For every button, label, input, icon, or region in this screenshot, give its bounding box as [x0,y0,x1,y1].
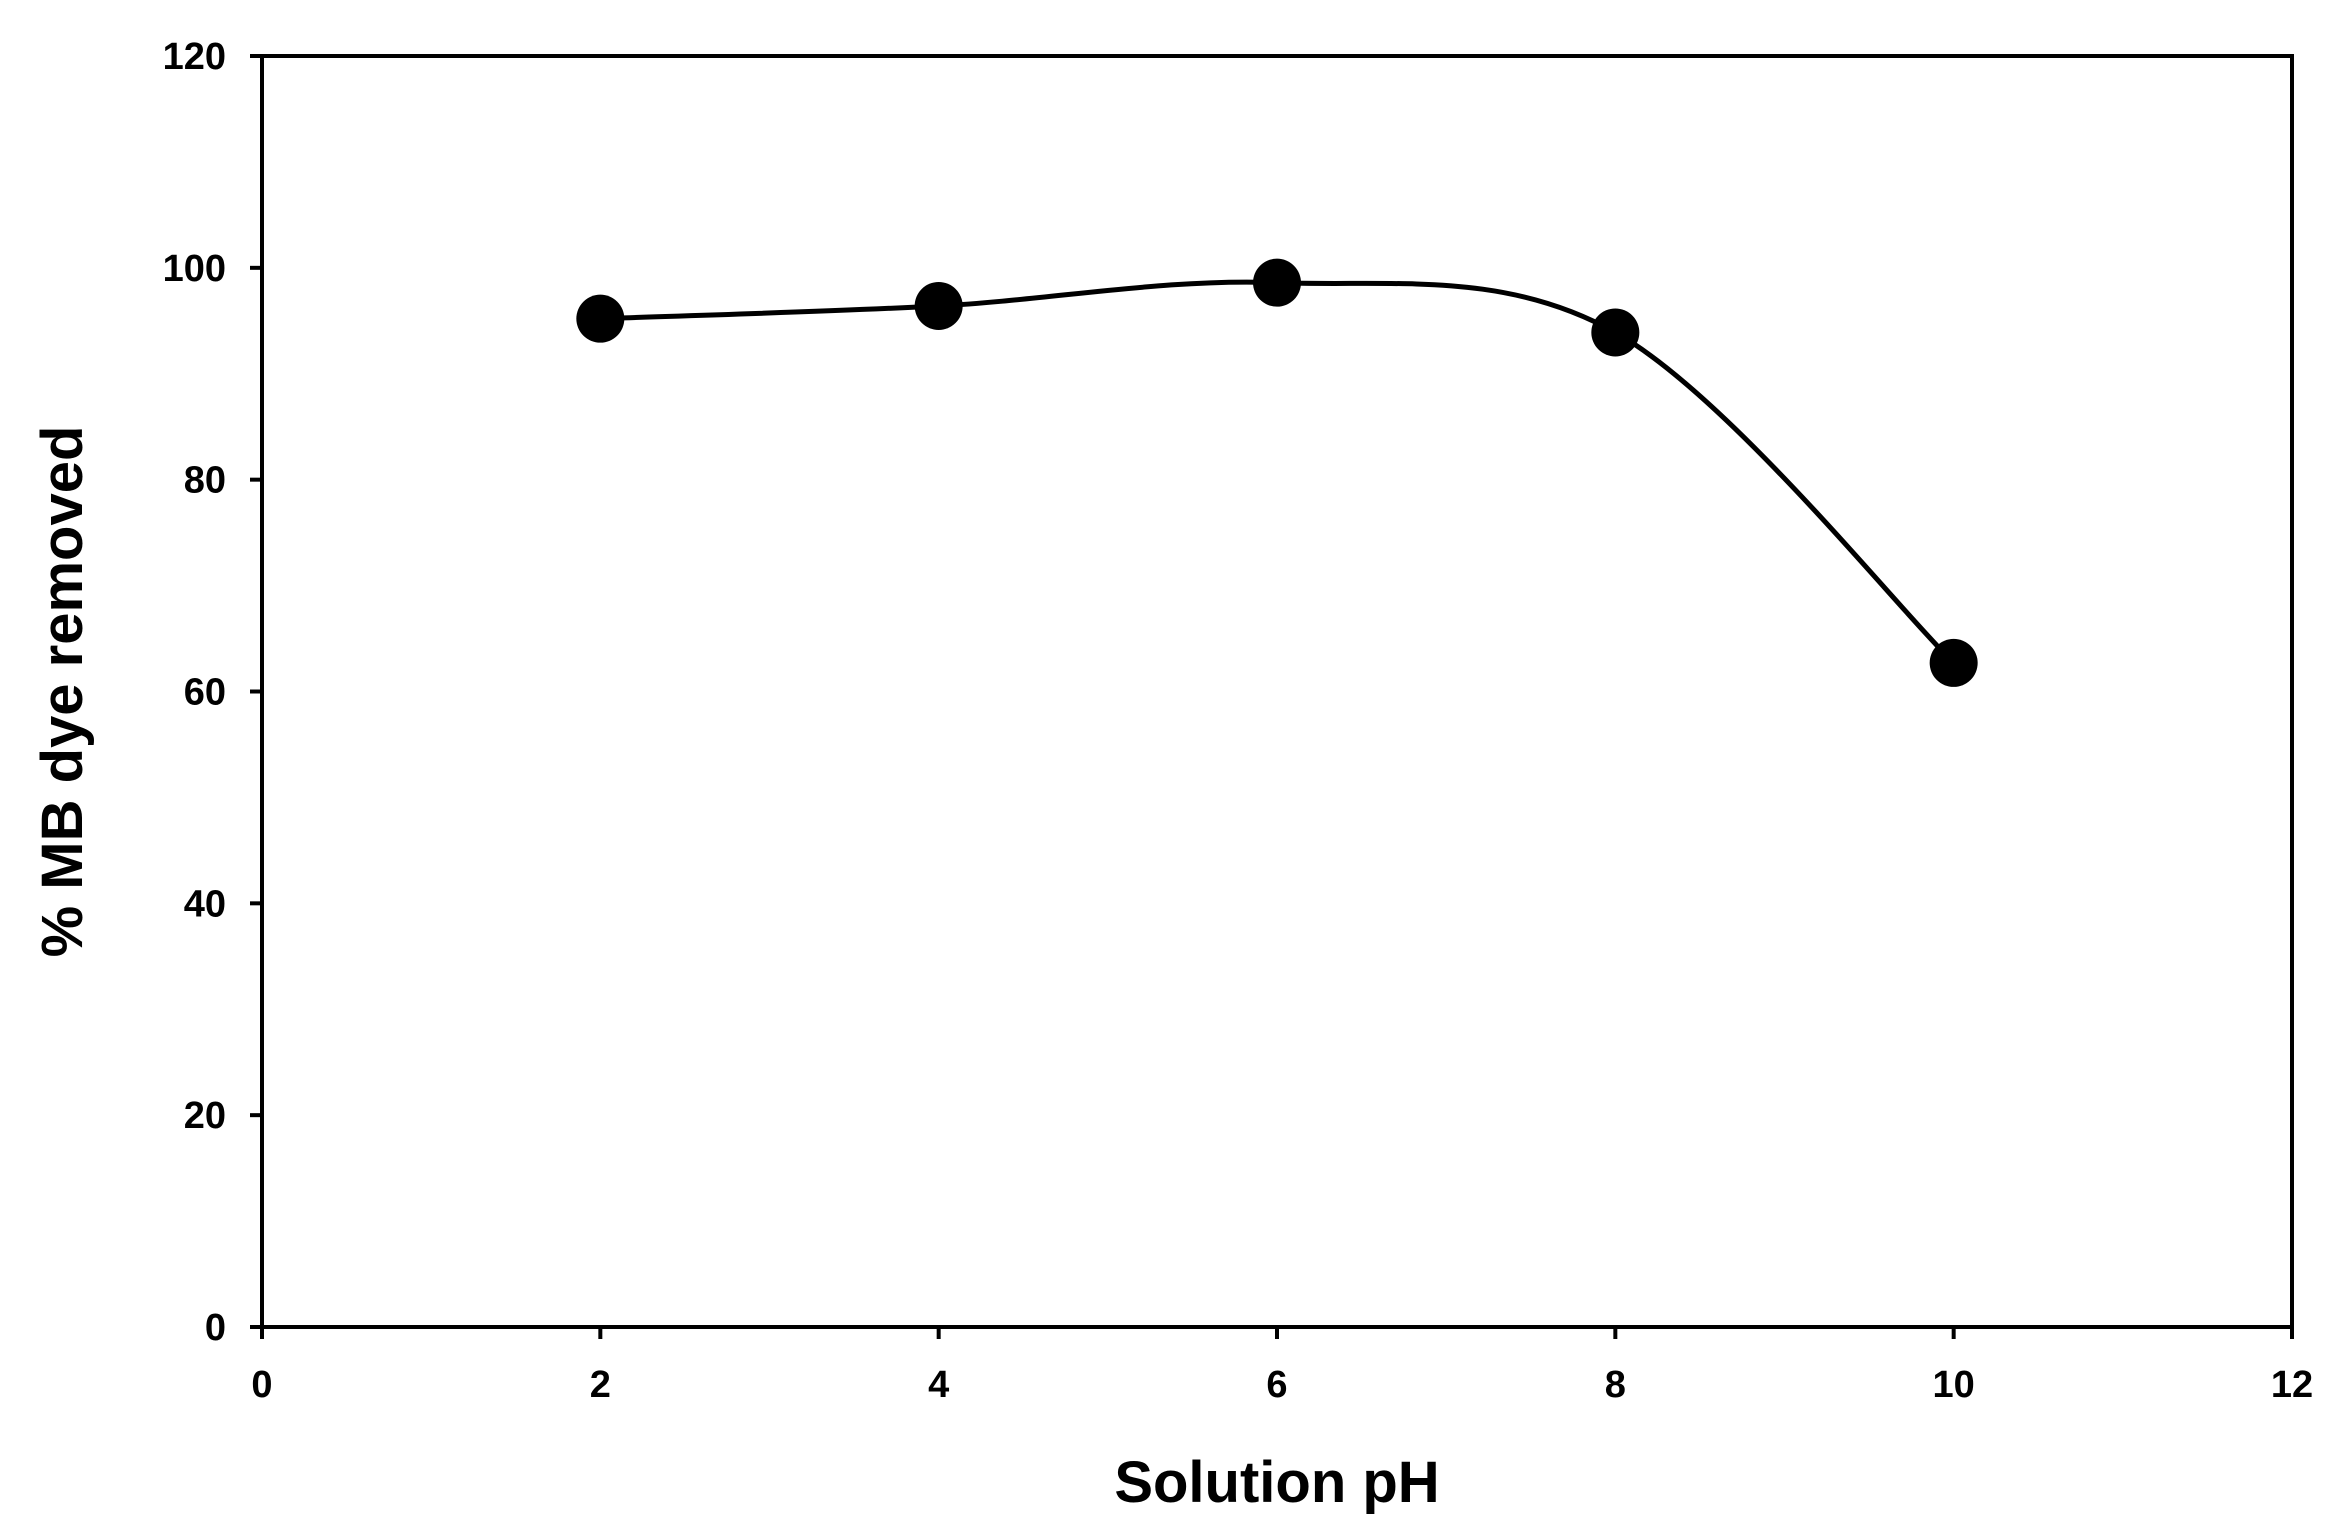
y-axis-title: % MB dye removed [30,426,95,958]
x-tick-label: 0 [251,1364,272,1406]
data-point [576,294,625,343]
y-tick-label: 40 [184,883,226,925]
series-markers [576,258,1978,687]
data-point [1929,638,1978,687]
x-tick-label: 8 [1605,1364,1626,1406]
x-tick-label: 2 [590,1364,611,1406]
x-tick-label: 12 [2271,1364,2313,1406]
x-tick-label: 10 [1933,1364,1975,1406]
y-tick-label: 60 [184,672,226,714]
data-point [1253,258,1301,307]
y-axis-tick-labels: 0 20 40 60 80 100 120 [163,36,226,1349]
y-axis-ticks [250,54,262,1329]
y-tick-label: 0 [205,1307,226,1349]
y-tick-label: 100 [163,248,226,290]
x-axis-ticks [260,1327,2294,1339]
x-tick-label: 6 [1266,1364,1287,1406]
data-point [914,281,963,330]
x-axis-tick-labels: 0 2 4 6 8 10 12 [251,1364,2313,1406]
y-tick-label: 80 [184,460,226,502]
data-point [1591,308,1640,357]
x-axis-title: Solution pH [1114,1450,1439,1515]
x-tick-label: 4 [928,1364,949,1406]
y-tick-label: 20 [184,1095,226,1137]
y-tick-label: 120 [163,36,226,78]
